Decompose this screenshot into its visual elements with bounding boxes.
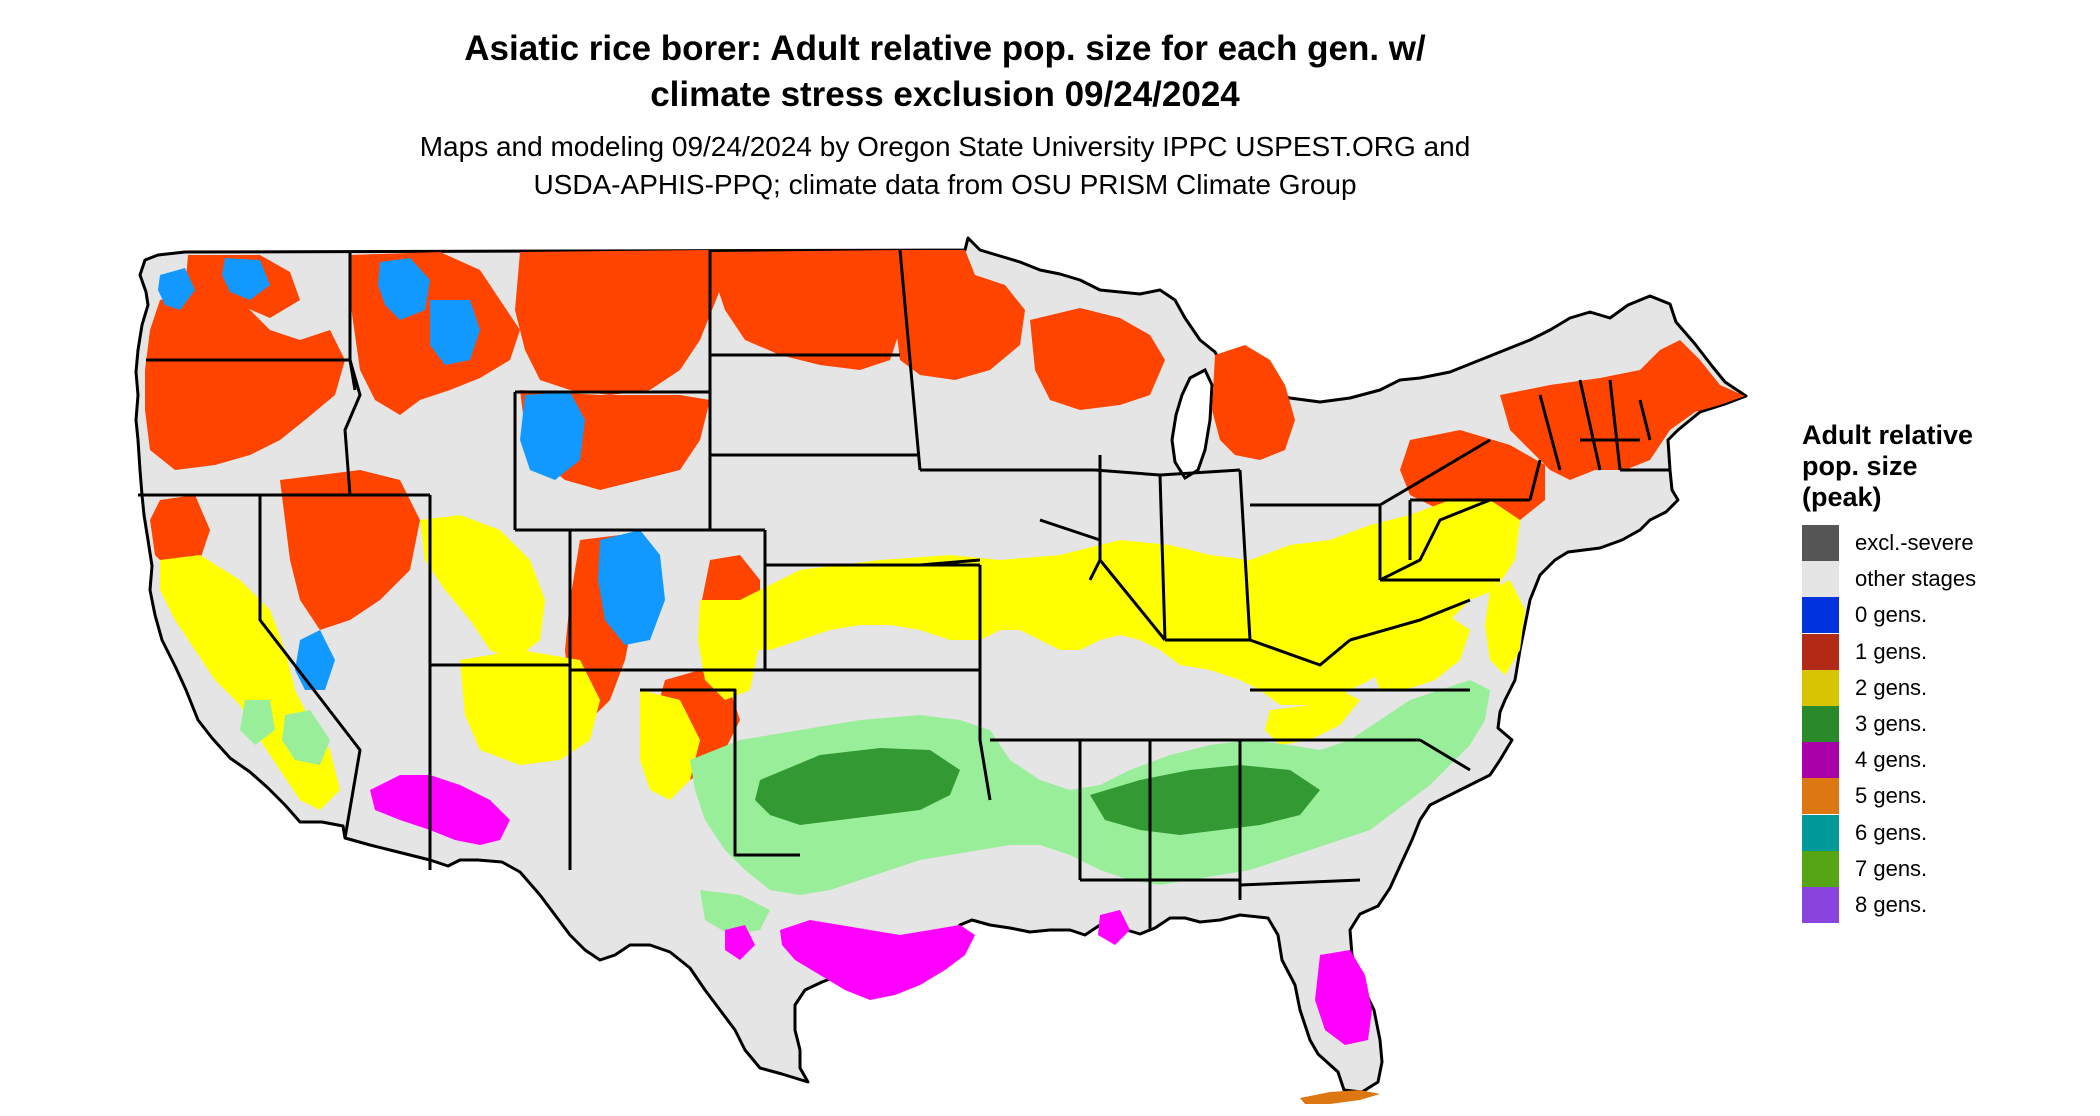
legend-swatch	[1802, 742, 1839, 779]
legend-label: 2 gens.	[1855, 674, 1928, 700]
legend-label: 3 gens.	[1855, 711, 1928, 737]
legend-label: other stages	[1855, 566, 1977, 592]
legend-label: 7 gens.	[1855, 855, 1928, 881]
legend-item: 3 gens.	[1802, 706, 2092, 743]
legend-item: 5 gens.	[1802, 778, 2092, 815]
legend-label: 0 gens.	[1855, 602, 1928, 628]
legend-label: 6 gens.	[1855, 819, 1928, 845]
legend-swatch	[1802, 669, 1839, 706]
map-title-line2: climate stress exclusion 09/24/2024	[650, 75, 1240, 114]
legend-swatch	[1802, 778, 1839, 815]
legend-swatch	[1802, 561, 1839, 598]
legend-swatch	[1802, 633, 1839, 670]
legend-item: 6 gens.	[1802, 814, 2092, 851]
map-title: Asiatic rice borer: Adult relative pop. …	[0, 26, 1890, 118]
legend-items: excl.-severe other stages 0 gens. 1 gens. 2 …	[1802, 525, 2092, 923]
legend-title-line3: (peak)	[1802, 482, 1882, 512]
three-gen-regions	[240, 680, 1490, 935]
legend-label: 5 gens.	[1855, 783, 1928, 809]
legend-swatch	[1802, 706, 1839, 743]
legend: Adult relative pop. size (peak) excl.-se…	[1802, 420, 2092, 923]
legend-item: 7 gens.	[1802, 850, 2092, 887]
legend-title: Adult relative pop. size (peak)	[1802, 420, 2092, 513]
legend-item: 8 gens.	[1802, 886, 2092, 923]
five-gen-keys	[1300, 1090, 1380, 1104]
legend-swatch	[1802, 525, 1839, 562]
legend-label: 1 gens.	[1855, 638, 1928, 664]
legend-item: 1 gens.	[1802, 633, 2092, 670]
legend-item: 0 gens.	[1802, 597, 2092, 634]
legend-label: 8 gens.	[1855, 891, 1928, 917]
map-subtitle-line1: Maps and modeling 09/24/2024 by Oregon S…	[419, 131, 1471, 162]
map-subtitle-line2: USDA-APHIS-PPQ; climate data from OSU PR…	[533, 169, 1357, 200]
legend-label: excl.-severe	[1855, 530, 1974, 556]
legend-swatch	[1802, 814, 1839, 851]
legend-item: excl.-severe	[1802, 525, 2092, 562]
four-gen-regions	[370, 775, 1372, 1045]
zero-gen-regions	[158, 258, 665, 690]
state-borders	[138, 249, 1670, 930]
legend-item: 2 gens.	[1802, 669, 2092, 706]
legend-title-line2: pop. size	[1802, 451, 1918, 481]
legend-swatch	[1802, 886, 1839, 923]
legend-swatch	[1802, 850, 1839, 887]
legend-label: 4 gens.	[1855, 747, 1928, 773]
legend-swatch	[1802, 597, 1839, 634]
map-title-line1: Asiatic rice borer: Adult relative pop. …	[464, 29, 1426, 68]
legend-item: other stages	[1802, 561, 2092, 598]
map-subtitle: Maps and modeling 09/24/2024 by Oregon S…	[0, 128, 1890, 204]
legend-title-line1: Adult relative	[1802, 420, 1974, 450]
legend-item: 4 gens.	[1802, 742, 2092, 779]
